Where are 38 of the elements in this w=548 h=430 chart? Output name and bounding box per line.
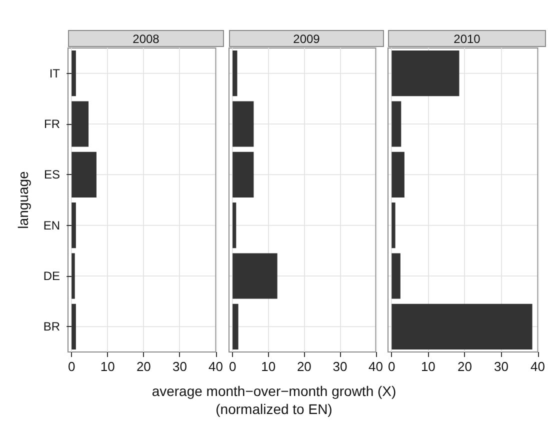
chart-title: 2010 — [388, 30, 546, 47]
bar — [392, 101, 402, 147]
x-tick-label: 0 — [68, 359, 76, 374]
x-tick-label: 40 — [368, 359, 384, 374]
x-tick-label: 30 — [172, 359, 187, 374]
x-tick-label: 0 — [388, 359, 396, 374]
x-tick-label: 40 — [530, 359, 546, 374]
x-tick-label: 0 — [228, 359, 236, 374]
y-tick-label: ES — [44, 168, 60, 182]
bar — [392, 253, 400, 299]
y-tick-label: IT — [49, 66, 61, 80]
x-tick-label: 20 — [296, 359, 312, 374]
bar — [392, 202, 396, 248]
chart-title: 2009 — [229, 30, 384, 47]
bar — [232, 101, 254, 147]
y-tick-label: BR — [43, 320, 60, 334]
x-tick-label: 20 — [457, 359, 472, 374]
y-axis-title: language — [15, 170, 31, 229]
bar — [232, 304, 238, 350]
bar — [392, 152, 404, 198]
x-axis-title: average month−over−month growth (X) (normalized to EN) — [150, 382, 398, 418]
y-tick-label: EN — [43, 218, 60, 232]
bar — [392, 304, 532, 350]
bar — [392, 50, 460, 96]
x-tick-label: 10 — [100, 359, 115, 374]
bar — [232, 253, 278, 299]
y-tick-label: FR — [44, 117, 60, 131]
y-tick-label: DE — [43, 269, 60, 283]
bar — [232, 50, 238, 96]
x-tick-label: 20 — [136, 359, 151, 374]
x-tick-label: 40 — [208, 359, 224, 374]
x-tick-label: 30 — [494, 359, 508, 374]
chart-title: 2008 — [68, 30, 224, 47]
x-tick-label: 10 — [261, 359, 276, 374]
x-tick-label: 30 — [332, 359, 348, 374]
bar — [232, 152, 254, 198]
x-tick-label: 10 — [420, 359, 436, 374]
bar — [232, 202, 236, 248]
